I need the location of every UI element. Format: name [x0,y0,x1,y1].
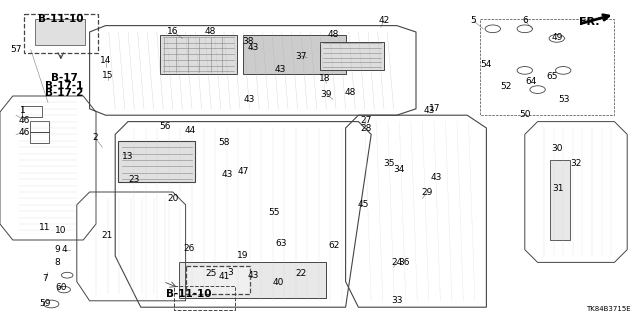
Text: B-17-1: B-17-1 [45,81,83,91]
Text: 39: 39 [321,90,332,99]
Text: 18: 18 [319,74,331,83]
Bar [179,262,326,298]
Text: 15: 15 [102,71,113,80]
Text: 32: 32 [570,159,582,168]
Text: 4: 4 [61,245,67,254]
Text: 28: 28 [360,124,372,132]
Text: 64: 64 [525,77,537,86]
Text: 29: 29 [422,188,433,196]
Text: FR.: FR. [579,17,600,27]
Text: 17: 17 [429,104,441,113]
Text: 34: 34 [393,165,404,174]
Text: 33: 33 [391,296,403,305]
Text: 62: 62 [328,241,340,250]
Text: 63: 63 [276,239,287,248]
Text: 43: 43 [247,43,259,52]
Text: 53: 53 [559,95,570,104]
Bar [480,19,614,115]
Bar [160,35,237,74]
Bar [320,42,384,70]
Text: 41: 41 [218,272,230,281]
Text: 54: 54 [481,60,492,68]
Text: 31: 31 [552,184,564,193]
Text: 37: 37 [295,52,307,60]
Bar [186,266,250,294]
Text: 52: 52 [500,82,511,91]
Text: B-17: B-17 [51,73,77,84]
Text: 57: 57 [10,45,22,54]
Text: 43: 43 [275,65,286,74]
Bar [24,14,98,53]
Text: 43: 43 [247,271,259,280]
Text: 47: 47 [237,167,249,176]
Text: 55: 55 [268,208,280,217]
Text: 1: 1 [20,106,25,115]
Text: 46: 46 [19,116,30,124]
Text: 16: 16 [167,27,179,36]
Text: 49: 49 [551,33,563,42]
Text: 40: 40 [273,278,284,287]
Text: 22: 22 [295,269,307,278]
Text: 46: 46 [19,128,30,137]
Text: 48: 48 [204,27,216,36]
Bar [30,132,49,143]
Text: 56: 56 [159,122,171,131]
Text: 43: 43 [221,170,233,179]
Text: 48: 48 [327,30,339,39]
Text: 60: 60 [55,284,67,292]
Text: 7: 7 [42,274,47,283]
Text: 13: 13 [122,152,134,161]
Text: 45: 45 [357,200,369,209]
Bar [30,121,49,132]
Text: 10: 10 [55,226,67,235]
Text: 44: 44 [184,126,196,135]
Text: 21: 21 [102,231,113,240]
Text: 58: 58 [218,138,230,147]
Text: 8: 8 [55,258,60,267]
Text: 43: 43 [431,173,442,182]
Bar [35,19,85,45]
Bar [22,106,42,117]
Bar [550,160,570,240]
Text: 50: 50 [519,110,531,119]
Text: 5: 5 [471,16,476,25]
Text: 24: 24 [391,258,403,267]
Text: 2: 2 [92,133,97,142]
Text: 26: 26 [183,244,195,252]
Text: 20: 20 [167,194,179,203]
Text: 14: 14 [100,56,111,65]
Text: 59: 59 [39,300,51,308]
Bar [174,286,235,310]
Text: 25: 25 [205,269,217,278]
Text: 6: 6 [522,16,527,25]
Text: 11: 11 [39,223,51,232]
Text: 48: 48 [345,88,356,97]
Text: 19: 19 [237,252,249,260]
Text: 9: 9 [55,245,60,254]
Text: 35: 35 [383,159,395,168]
Text: TK84B3715E: TK84B3715E [586,306,630,312]
Text: B-11-10: B-11-10 [38,13,84,24]
Text: 65: 65 [546,72,557,81]
Text: B-11-10: B-11-10 [166,289,212,299]
Text: 36: 36 [399,258,410,267]
Text: 43: 43 [244,95,255,104]
Text: 43: 43 [423,106,435,115]
Text: 23: 23 [129,175,140,184]
Text: 38: 38 [243,37,254,46]
Text: 42: 42 [378,16,390,25]
Bar [118,141,195,182]
Text: 27: 27 [360,116,372,124]
Text: B-17-2: B-17-2 [45,88,83,98]
Text: 3: 3 [228,268,233,277]
Bar [243,35,346,74]
Text: 30: 30 [551,144,563,153]
